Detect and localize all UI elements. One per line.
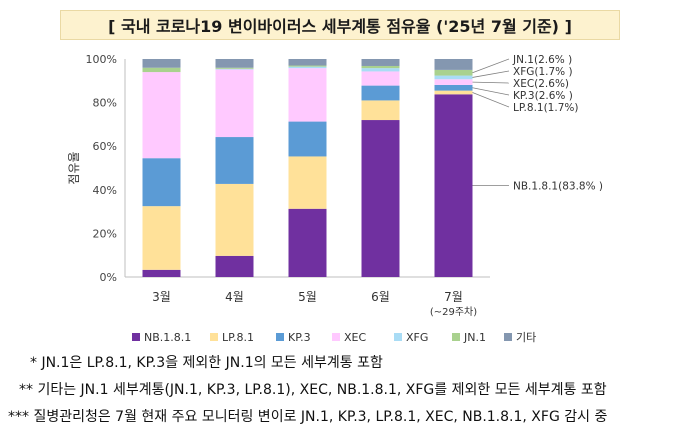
x-tick-label: 4월 [225, 290, 244, 304]
legend-label: 기타 [516, 331, 536, 344]
y-tick-label: 40% [93, 184, 117, 197]
chart-title-box: [ 국내 코로나19 변이바이러스 세부계통 점유율 ('25년 7월 기준) … [60, 10, 620, 40]
x-tick-label: 7월 [444, 290, 463, 304]
footnote-3: *** 질병관리청은 7월 현재 주요 모니터링 변이로 JN.1, KP.3,… [8, 409, 608, 425]
bar-segment-JN-1 [434, 69, 473, 76]
legend-label: JN.1 [463, 331, 486, 344]
legend-swatch [504, 333, 512, 341]
x-tick-sublabel: (~29주차) [430, 306, 477, 318]
bar-segment-XFG [288, 66, 327, 69]
x-tick-label: 5월 [298, 290, 317, 304]
annotation-label: XFG(1.7% ) [513, 66, 573, 78]
bar-segment-KP-3 [215, 137, 254, 184]
bar-segment-NB-1-8-1 [215, 255, 254, 277]
stacked-bar-chart: 0% 20% 40% 60% 80% 100% 점유율 3월 4월 5월 6월 7월 (~29주차) JN… [67, 53, 603, 344]
bar-segment-XFG [215, 68, 254, 70]
x-tick-label: 3월 [152, 290, 171, 304]
bar-segment-XEC [215, 69, 254, 138]
legend-label: KP.3 [288, 331, 311, 344]
y-tick-label: 20% [93, 227, 117, 240]
footnote-2: ** 기타는 JN.1 세부계통(JN.1, KP.3, LP.8.1), XE… [19, 382, 607, 398]
bar-segment-기타 [361, 59, 400, 66]
y-tick-label: 60% [93, 140, 117, 153]
x-tick-label: 6월 [371, 290, 390, 304]
legend-label: XFG [406, 331, 428, 344]
bar-segment-XFG [434, 75, 473, 80]
y-tick-label: 100% [86, 53, 117, 66]
bar-segment-LP-8-1 [142, 206, 181, 270]
annotation-label: JN.1(2.6% ) [512, 54, 572, 66]
legend-swatch [452, 333, 460, 341]
bar-segment-JN-1 [215, 67, 254, 69]
annotation-leader-line [472, 81, 510, 84]
bar-segment-JN-1 [361, 65, 400, 69]
bar-segment-기타 [434, 59, 473, 70]
annotation-leader-line [472, 58, 510, 74]
legend-label: XEC [344, 331, 366, 344]
legend-label: NB.1.8.1 [144, 331, 191, 344]
bar-segment-LP-8-1 [215, 183, 254, 256]
annotation-label: LP.8.1(1.7%) [513, 102, 578, 114]
bar-segment-XEC [434, 79, 473, 85]
y-axis-label: 점유율 [67, 151, 81, 184]
bar-segment-LP-8-1 [361, 100, 400, 121]
bar-segment-KP-3 [142, 158, 181, 207]
bar-segment-JN-1 [288, 65, 327, 67]
annotation-label: KP.3(2.6% ) [513, 90, 573, 102]
bar-segment-KP-3 [434, 84, 473, 91]
chart-title: [ 국내 코로나19 변이바이러스 세부계통 점유율 ('25년 7월 기준) … [108, 17, 572, 36]
bar-segment-NB-1-8-1 [142, 269, 181, 277]
bar-segment-JN-1 [142, 67, 181, 73]
legend-swatch [394, 333, 402, 341]
bar-segment-NB-1-8-1 [434, 94, 473, 277]
annotation-leader-line [472, 87, 510, 96]
annotation-leader-line [472, 92, 510, 108]
y-tick-label: 80% [93, 97, 117, 110]
footnote-1: * JN.1은 LP.8.1, KP.3을 제외한 JN.1의 모든 세부계통 … [30, 355, 383, 371]
annotation-label: XEC(2.6%) [513, 78, 569, 90]
bar-segment-기타 [288, 59, 327, 66]
bar-segment-NB-1-8-1 [361, 120, 400, 277]
bar-segment-기타 [142, 59, 181, 68]
legend-swatch [132, 333, 140, 341]
y-tick-label: 0% [100, 271, 117, 284]
legend-swatch [210, 333, 218, 341]
bar-segment-XFG [361, 68, 400, 72]
bar-segment-XEC [361, 71, 400, 86]
bar-segment-KP-3 [288, 121, 327, 157]
legend-label: LP.8.1 [222, 331, 254, 344]
bar-segment-KP-3 [361, 85, 400, 101]
annotation-leader-line [472, 70, 510, 78]
bar-segment-XEC [142, 72, 181, 159]
bar-segment-NB-1-8-1 [288, 208, 327, 277]
bar-segment-기타 [215, 59, 254, 68]
bar-segment-LP-8-1 [434, 90, 473, 95]
bar-segment-XEC [288, 68, 327, 122]
legend-swatch [332, 333, 340, 341]
legend-swatch [276, 333, 284, 341]
bar-segment-LP-8-1 [288, 156, 327, 209]
annotation-label: NB.1.8.1(83.8% ) [513, 181, 603, 193]
